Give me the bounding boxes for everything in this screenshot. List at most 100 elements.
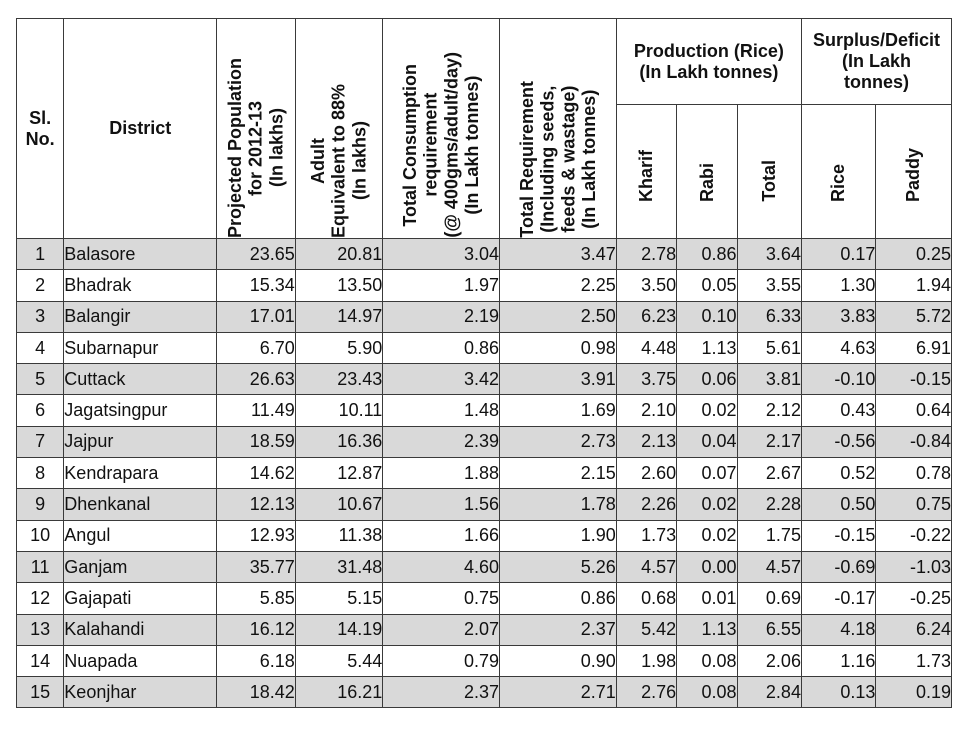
cell-sl-no: 11 bbox=[15, 550, 65, 584]
cell-total-requirement: 1.90 bbox=[499, 519, 617, 552]
header-paddy: Paddy bbox=[875, 104, 952, 239]
cell-total-consumption: 2.37 bbox=[382, 676, 501, 709]
cell-district: Subarnapur bbox=[63, 331, 218, 365]
cell-rabi: 0.86 bbox=[676, 237, 738, 271]
header-kharif: Kharif bbox=[615, 104, 678, 239]
header-line: tonnes) bbox=[843, 71, 909, 92]
cell-projected-population: 14.62 bbox=[216, 457, 296, 490]
cell-surplus-paddy: -1.03 bbox=[875, 550, 952, 584]
cell-surplus-rice: 0.43 bbox=[800, 394, 877, 427]
cell-kharif: 1.73 bbox=[615, 519, 678, 552]
cell-rabi: 0.08 bbox=[676, 644, 738, 678]
cell-kharif: 4.48 bbox=[615, 331, 678, 365]
cell-total-consumption: 3.42 bbox=[382, 363, 501, 396]
cell-rabi: 0.02 bbox=[676, 394, 738, 427]
table-row: 7 Jajpur 18.59 16.36 2.39 2.73 2.13 0.04 2.17 -0.… bbox=[15, 425, 952, 459]
cell-surplus-rice: 1.30 bbox=[800, 269, 877, 302]
table-row: 13 Kalahandi 16.12 14.19 2.07 2.37 5.42 1.13 6.5… bbox=[15, 613, 952, 646]
header-total-requirement: Total Requirement (Including seeds, feed… bbox=[499, 18, 617, 239]
cell-total-requirement: 2.15 bbox=[499, 457, 617, 490]
cell-surplus-paddy: 0.78 bbox=[875, 457, 952, 490]
table-row: 1 Balasore 23.65 20.81 3.04 3.47 2.78 0.86 3.64 0… bbox=[15, 237, 952, 271]
cell-adult-equivalent: 20.81 bbox=[294, 237, 384, 271]
cell-projected-population: 12.13 bbox=[216, 488, 296, 521]
cell-total-consumption: 1.56 bbox=[382, 488, 501, 521]
cell-surplus-rice: 0.52 bbox=[800, 457, 877, 490]
cell-district: Balangir bbox=[63, 300, 218, 333]
table-row: 5 Cuttack 26.63 23.43 3.42 3.91 3.75 0.06 3.81 -0… bbox=[15, 363, 952, 396]
cell-production-total: 2.28 bbox=[736, 488, 802, 521]
cell-adult-equivalent: 12.87 bbox=[294, 457, 384, 490]
cell-kharif: 2.13 bbox=[615, 425, 678, 459]
header-line: Production (Rice) bbox=[633, 40, 784, 61]
cell-total-consumption: 3.04 bbox=[382, 237, 501, 271]
cell-rabi: 0.04 bbox=[676, 425, 738, 459]
cell-production-total: 4.57 bbox=[736, 550, 802, 584]
cell-surplus-rice: 4.63 bbox=[800, 331, 877, 365]
header-projected-population: Projected Population for 2012-13 (In lak… bbox=[216, 18, 296, 239]
header-line: (In Lakh tonnes) bbox=[461, 75, 482, 215]
cell-total-consumption: 1.88 bbox=[382, 457, 501, 490]
cell-surplus-paddy: 6.24 bbox=[875, 613, 952, 646]
cell-rabi: 0.02 bbox=[676, 488, 738, 521]
cell-total-requirement: 0.98 bbox=[499, 331, 617, 365]
cell-total-requirement: 1.78 bbox=[499, 488, 617, 521]
table-row: 6 Jagatsingpur 11.49 10.11 1.48 1.69 2.10 0.02 2… bbox=[15, 394, 952, 427]
cell-district: Kendrapara bbox=[63, 457, 218, 490]
cell-surplus-rice: 0.13 bbox=[800, 676, 877, 709]
cell-district: Cuttack bbox=[63, 363, 218, 396]
cell-rabi: 0.10 bbox=[676, 300, 738, 333]
header-total: Total bbox=[736, 104, 802, 239]
cell-total-requirement: 1.69 bbox=[499, 394, 617, 427]
header-line: feeds & wastage) bbox=[557, 86, 578, 234]
cell-total-consumption: 2.19 bbox=[382, 300, 501, 333]
cell-sl-no: 6 bbox=[15, 394, 65, 427]
cell-sl-no: 5 bbox=[15, 363, 65, 396]
cell-total-consumption: 4.60 bbox=[382, 550, 501, 584]
cell-total-requirement: 2.73 bbox=[499, 425, 617, 459]
table-row: 8 Kendrapara 14.62 12.87 1.88 2.15 2.60 0.07 2.6… bbox=[15, 457, 952, 490]
cell-surplus-paddy: -0.22 bbox=[875, 519, 952, 552]
cell-district: Bhadrak bbox=[63, 269, 218, 302]
cell-district: Jajpur bbox=[63, 425, 218, 459]
cell-surplus-paddy: -0.25 bbox=[875, 582, 952, 615]
cell-total-consumption: 2.39 bbox=[382, 425, 501, 459]
cell-adult-equivalent: 5.44 bbox=[294, 644, 384, 678]
rice-balance-table: Sl. No. District Projected Population fo… bbox=[15, 18, 953, 709]
cell-production-total: 3.55 bbox=[736, 269, 802, 302]
cell-total-requirement: 2.37 bbox=[499, 613, 617, 646]
cell-sl-no: 2 bbox=[15, 269, 65, 302]
cell-total-requirement: 3.47 bbox=[499, 237, 617, 271]
cell-production-total: 3.81 bbox=[736, 363, 802, 396]
header-adult-equivalent: Adult Equivalent to 88% (In lakhs) bbox=[294, 18, 384, 239]
cell-district: Kalahandi bbox=[63, 613, 218, 646]
cell-production-total: 2.06 bbox=[736, 644, 802, 678]
header-line: (In Lakh tonnes) bbox=[578, 90, 599, 230]
cell-adult-equivalent: 16.36 bbox=[294, 425, 384, 459]
cell-sl-no: 12 bbox=[15, 582, 65, 615]
cell-kharif: 5.42 bbox=[615, 613, 678, 646]
cell-district: Angul bbox=[63, 519, 218, 552]
cell-total-requirement: 0.86 bbox=[499, 582, 617, 615]
table-row: 9 Dhenkanal 12.13 10.67 1.56 1.78 2.26 0.02 2.28… bbox=[15, 488, 952, 521]
cell-total-consumption: 1.66 bbox=[382, 519, 501, 552]
cell-total-consumption: 1.48 bbox=[382, 394, 501, 427]
cell-projected-population: 17.01 bbox=[216, 300, 296, 333]
header-line: (In Lakh tonnes) bbox=[639, 61, 779, 82]
cell-surplus-rice: -0.56 bbox=[800, 425, 877, 459]
cell-district: Balasore bbox=[63, 237, 218, 271]
cell-surplus-paddy: 0.25 bbox=[875, 237, 952, 271]
cell-production-total: 2.12 bbox=[736, 394, 802, 427]
cell-kharif: 2.60 bbox=[615, 457, 678, 490]
header-line: requirement bbox=[420, 93, 441, 198]
cell-total-requirement: 0.90 bbox=[499, 644, 617, 678]
cell-kharif: 1.98 bbox=[615, 644, 678, 678]
cell-rabi: 0.01 bbox=[676, 582, 738, 615]
cell-sl-no: 3 bbox=[15, 300, 65, 333]
cell-surplus-paddy: 0.19 bbox=[875, 676, 952, 709]
cell-surplus-paddy: 6.91 bbox=[875, 331, 952, 365]
cell-surplus-rice: 4.18 bbox=[800, 613, 877, 646]
cell-sl-no: 15 bbox=[15, 676, 65, 709]
cell-total-requirement: 2.50 bbox=[499, 300, 617, 333]
cell-projected-population: 12.93 bbox=[216, 519, 296, 552]
